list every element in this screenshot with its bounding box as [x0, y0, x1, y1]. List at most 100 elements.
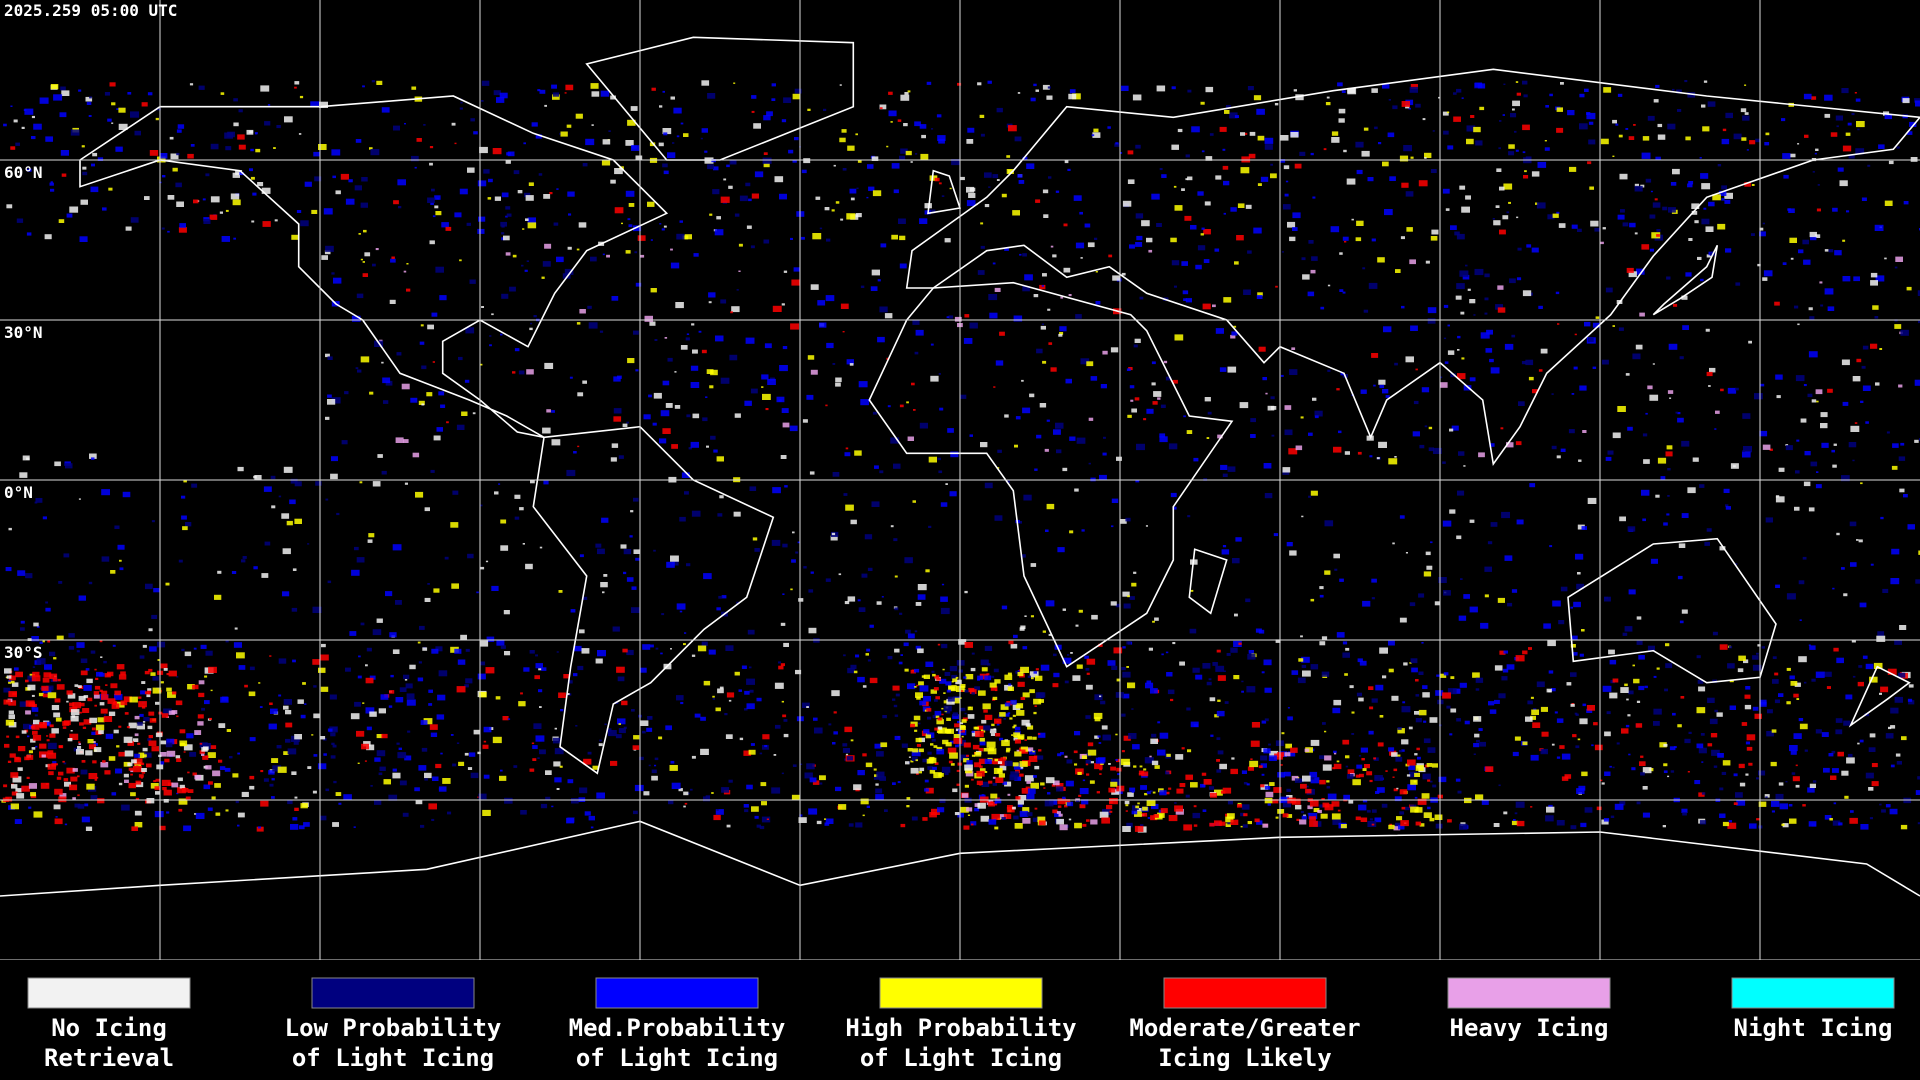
icing-speckle — [492, 148, 502, 155]
icing-speckle — [1247, 821, 1252, 825]
icing-speckle — [398, 206, 402, 209]
icing-speckle — [159, 761, 165, 765]
icing-speckle — [729, 354, 738, 361]
icing-speckle — [1857, 742, 1860, 745]
icing-speckle — [147, 725, 153, 730]
icing-speckle — [1024, 274, 1033, 281]
icing-speckle — [177, 777, 183, 782]
icing-speckle — [1531, 247, 1539, 253]
icing-speckle — [303, 822, 310, 827]
icing-speckle — [1310, 739, 1320, 746]
icing-speckle — [760, 782, 767, 787]
icing-speckle — [1085, 684, 1093, 690]
icing-speckle — [87, 739, 94, 744]
icing-speckle — [1446, 705, 1451, 709]
icing-speckle — [1410, 658, 1418, 664]
icing-speckle — [806, 763, 815, 770]
icing-speckle — [668, 800, 674, 805]
icing-speckle — [1434, 601, 1441, 606]
icing-speckle — [431, 818, 435, 821]
icing-speckle — [469, 752, 476, 757]
icing-speckle — [70, 730, 73, 732]
icing-speckle — [1440, 673, 1447, 678]
icing-speckle — [183, 744, 193, 751]
icing-speckle — [1577, 524, 1585, 530]
icing-speckle — [1151, 733, 1157, 738]
icing-speckle — [1008, 125, 1017, 132]
icing-speckle — [167, 230, 170, 233]
icing-speckle — [625, 140, 634, 146]
icing-speckle — [577, 392, 584, 397]
icing-speckle — [81, 145, 85, 148]
icing-speckle — [1110, 781, 1118, 787]
icing-speckle — [1007, 712, 1011, 715]
icing-speckle — [1216, 649, 1221, 653]
icing-speckle — [989, 682, 997, 688]
icing-speckle — [415, 799, 423, 805]
icing-speckle — [991, 675, 995, 678]
icing-speckle — [435, 646, 443, 652]
icing-speckle — [292, 568, 297, 571]
icing-speckle — [465, 327, 475, 334]
icing-speckle — [1680, 696, 1685, 699]
icing-speckle — [808, 808, 818, 815]
icing-speckle — [304, 703, 307, 705]
icing-speckle — [271, 758, 279, 763]
icing-speckle — [964, 689, 969, 693]
icing-speckle — [1480, 622, 1489, 629]
icing-speckle — [706, 369, 714, 374]
icing-speckle — [1326, 780, 1330, 783]
icing-speckle — [1415, 679, 1419, 682]
icing-speckle — [1122, 646, 1126, 649]
icing-speckle — [1319, 804, 1324, 808]
icing-speckle — [1381, 803, 1388, 808]
icing-speckle — [995, 689, 998, 692]
icing-speckle — [1175, 808, 1184, 815]
icing-speckle — [1875, 275, 1885, 282]
icing-speckle — [792, 531, 795, 534]
icing-speckle — [86, 678, 93, 684]
icing-speckle — [112, 644, 116, 647]
icing-speckle — [1038, 699, 1044, 703]
icing-speckle — [700, 137, 703, 140]
icing-speckle — [153, 588, 160, 593]
icing-speckle — [1227, 366, 1237, 373]
icing-speckle — [1217, 675, 1226, 681]
icing-speckle — [28, 783, 37, 789]
icing-speckle — [429, 724, 438, 730]
legend-swatch — [1447, 977, 1611, 1009]
icing-speckle — [121, 804, 130, 811]
icing-speckle — [331, 272, 335, 275]
icing-speckle — [981, 781, 990, 787]
icing-speckle — [331, 149, 341, 156]
icing-speckle — [1073, 750, 1078, 754]
icing-speckle — [1636, 268, 1645, 275]
icing-speckle — [83, 695, 89, 699]
icing-speckle — [319, 815, 327, 821]
icing-speckle — [1706, 528, 1712, 532]
icing-speckle — [1640, 772, 1645, 776]
icing-speckle — [701, 80, 710, 86]
icing-speckle — [1645, 412, 1648, 415]
icing-speckle — [258, 826, 261, 829]
icing-speckle — [1702, 126, 1710, 132]
icing-speckle — [953, 737, 963, 744]
icing-speckle — [857, 599, 861, 602]
icing-speckle — [323, 208, 333, 215]
icing-speckle — [1379, 384, 1385, 389]
icing-speckle — [1050, 367, 1057, 372]
icing-speckle — [595, 658, 603, 664]
icing-speckle — [1475, 140, 1483, 146]
icing-speckle — [630, 510, 634, 513]
icing-speckle — [286, 520, 293, 526]
icing-speckle — [79, 702, 85, 707]
icing-speckle — [1379, 647, 1388, 654]
icing-speckle — [507, 718, 511, 720]
icing-speckle — [1815, 729, 1822, 734]
icing-speckle — [892, 685, 900, 691]
icing-speckle — [487, 197, 492, 200]
icing-speckle — [1075, 768, 1084, 775]
icing-speckle — [76, 749, 84, 755]
icing-speckle — [705, 396, 708, 398]
icing-speckle — [1675, 411, 1679, 414]
